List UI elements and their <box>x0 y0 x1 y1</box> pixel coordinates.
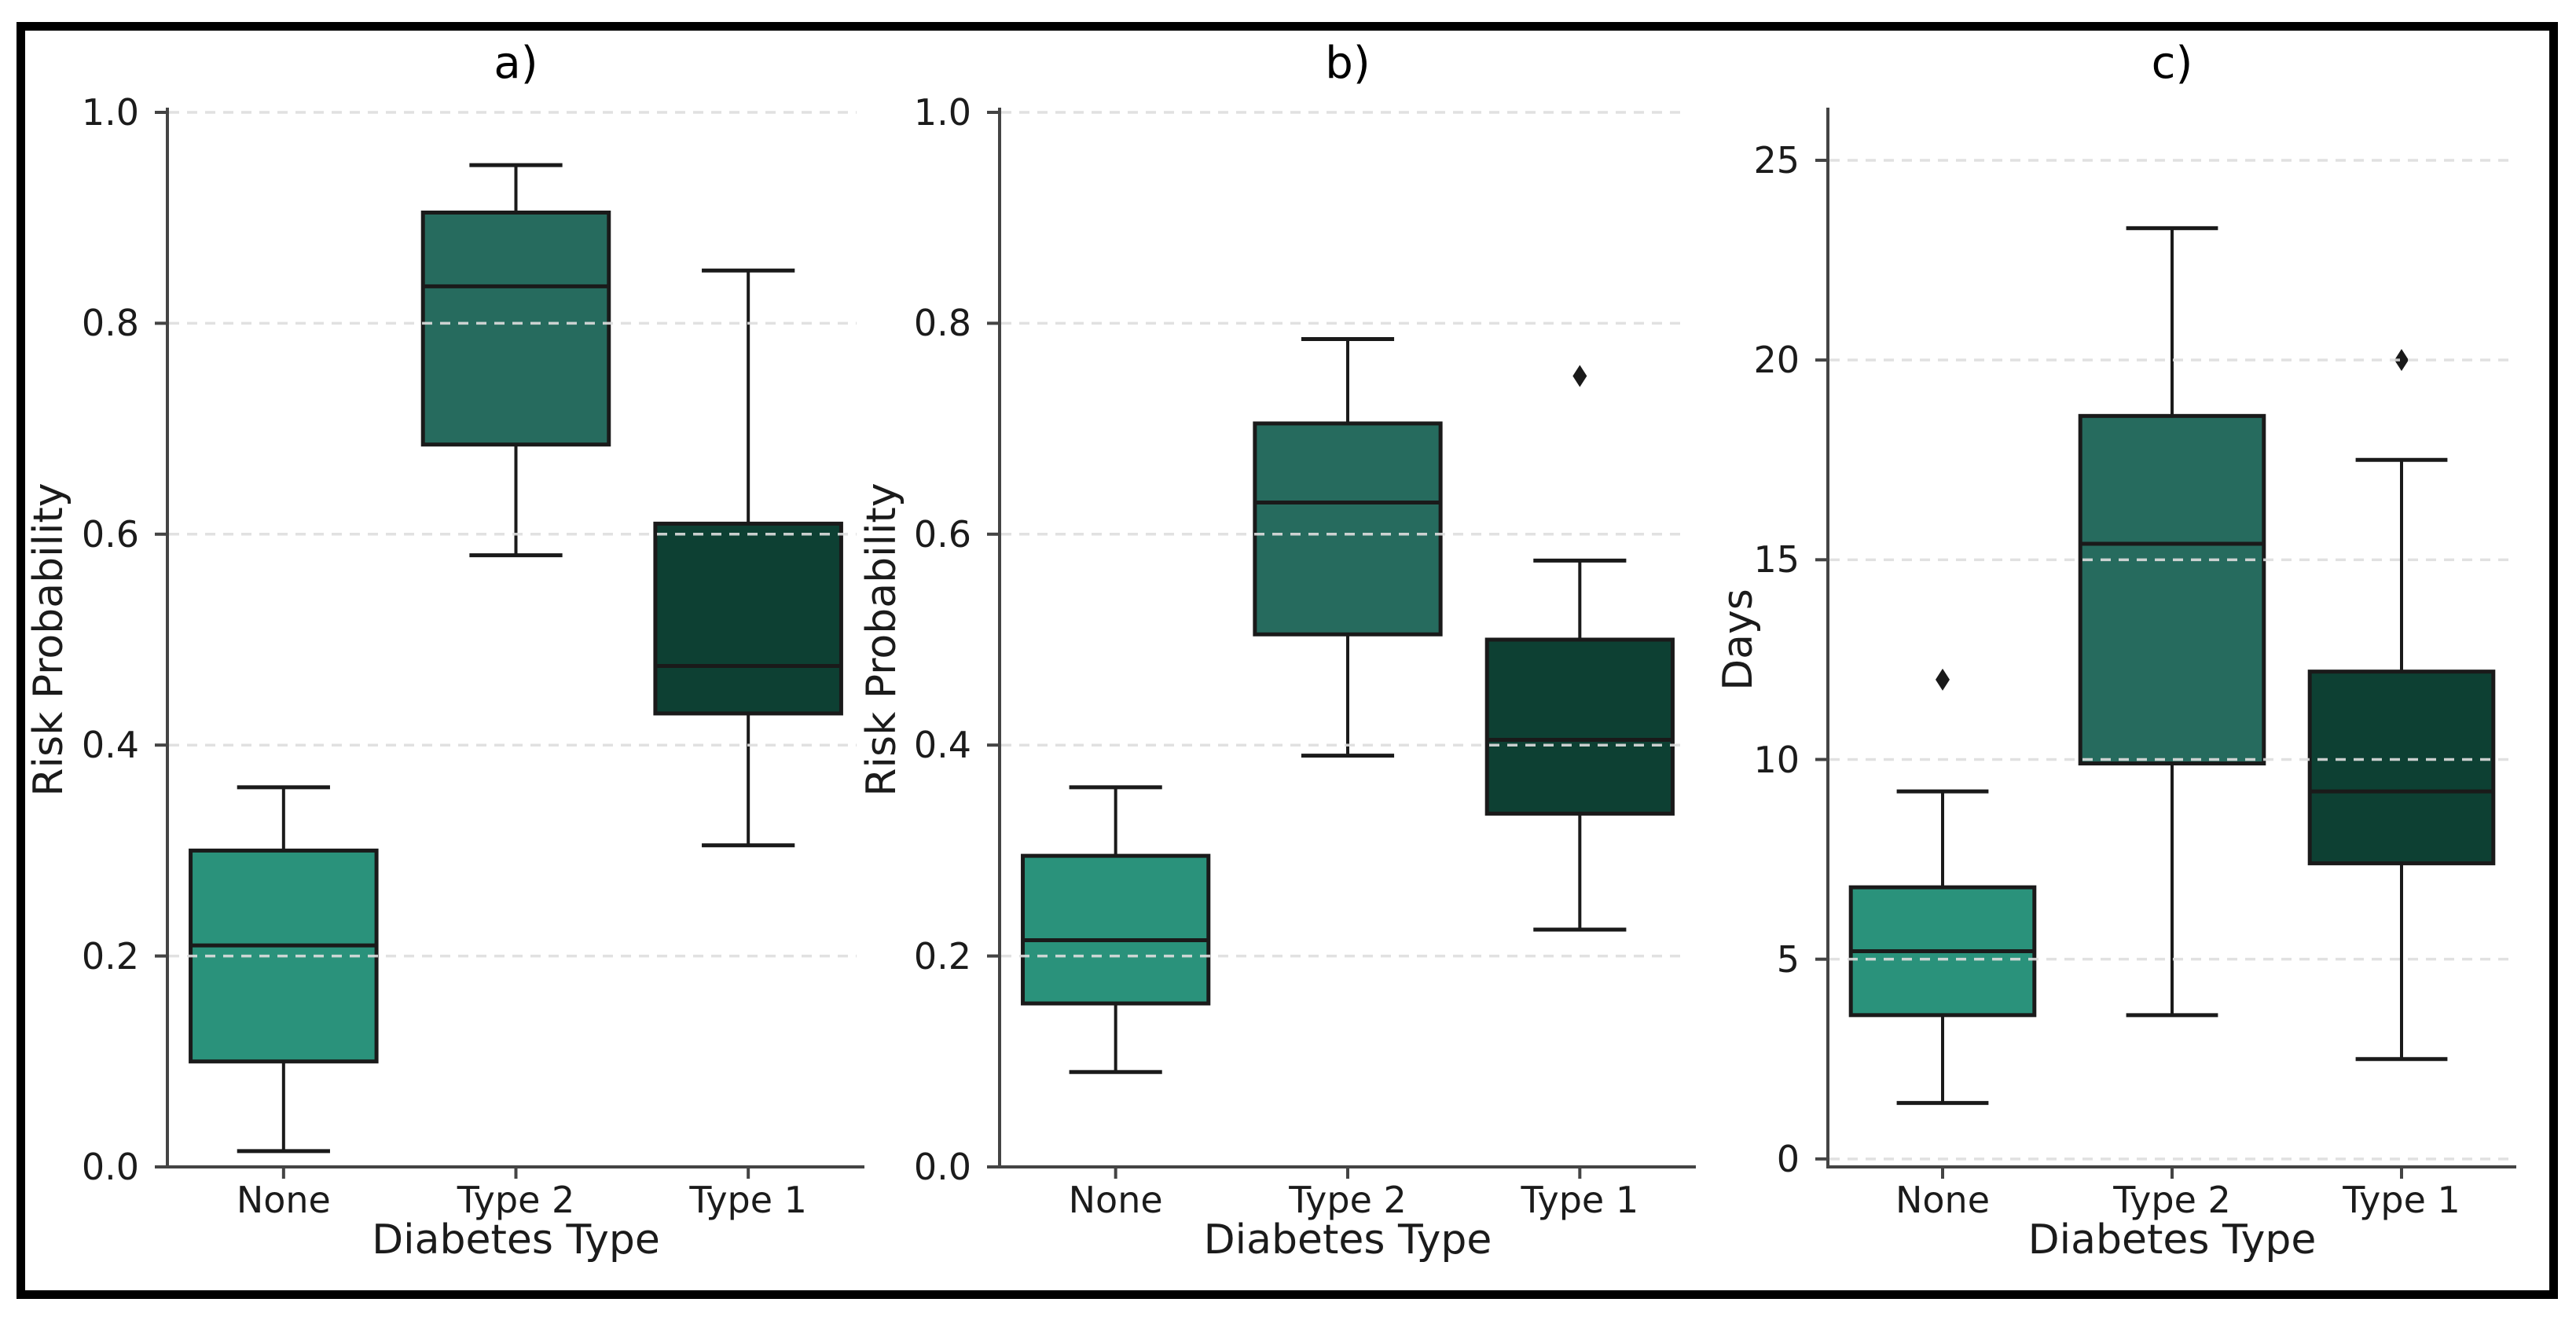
panel-a-x-axis-label: Diabetes Type <box>372 1216 660 1264</box>
panel-a-title: a) <box>494 38 538 89</box>
outlier-marker <box>1572 365 1587 387</box>
iqr-box <box>2078 413 2266 766</box>
boxes-layer <box>1848 226 2496 1106</box>
y-tick-label: 0.8 <box>81 302 139 345</box>
y-tick-label: 10 <box>1753 738 1800 781</box>
boxes-layer <box>1021 337 1675 1074</box>
x-tick-label-type-1: Type 1 <box>689 1179 807 1221</box>
y-tick-label: 0.2 <box>913 934 971 978</box>
x-tick-label-type-2: Type 2 <box>1289 1179 1407 1221</box>
boxes-layer <box>189 163 843 1154</box>
y-tick-label: 0.6 <box>81 512 139 556</box>
y-tick-label: 0.0 <box>81 1146 139 1188</box>
y-tick-label: 0.6 <box>913 512 971 556</box>
outlier-marker <box>1936 668 1950 691</box>
x-tick-label-none: None <box>236 1179 331 1221</box>
y-tick-label: 1.0 <box>81 91 139 134</box>
box-type-2 <box>420 163 611 558</box>
y-tick-label: 0.4 <box>913 724 971 767</box>
y-tick-label: 0.8 <box>913 302 971 345</box>
y-tick-label: 25 <box>1753 139 1800 182</box>
panel-a <box>155 108 864 1179</box>
panel-c <box>1815 108 2516 1179</box>
panel-b-x-axis-label: Diabetes Type <box>1203 1216 1492 1264</box>
y-tick-label: 0.2 <box>81 934 139 978</box>
iqr-box <box>1484 637 1675 816</box>
gridlines-layer <box>1829 159 2508 1161</box>
box-none <box>1848 668 2037 1106</box>
y-tick-label: 20 <box>1753 339 1800 382</box>
y-tick-label: 0.0 <box>913 1146 971 1188</box>
panel-c-x-axis-label: Diabetes Type <box>2027 1216 2317 1264</box>
box-type-1 <box>1484 365 1675 932</box>
panel-b <box>987 108 1696 1179</box>
x-tick-label-type-1: Type 1 <box>1521 1179 1639 1221</box>
panel-c-title: c) <box>2151 38 2193 89</box>
y-tick-label: 0 <box>1776 1137 1800 1180</box>
x-tick-label-type-2: Type 2 <box>2113 1179 2231 1221</box>
iqr-box <box>1021 853 1211 1006</box>
iqr-box <box>420 210 611 447</box>
iqr-box <box>2307 670 2496 866</box>
y-tick-label: 5 <box>1776 937 1800 981</box>
outlier-marker <box>2394 349 2409 372</box>
iqr-box <box>1253 421 1443 636</box>
panel-b-title: b) <box>1325 38 1371 89</box>
x-tick-label-type-1: Type 1 <box>2343 1179 2460 1221</box>
x-tick-label-none: None <box>1895 1179 1991 1221</box>
box-type-1 <box>2307 349 2496 1062</box>
box-type-2 <box>1253 337 1443 758</box>
x-tick-label-none: None <box>1068 1179 1163 1221</box>
box-none <box>189 785 379 1154</box>
box-type-1 <box>653 268 843 848</box>
box-none <box>1021 785 1211 1074</box>
iqr-box <box>653 521 843 716</box>
box-type-2 <box>2078 226 2266 1018</box>
y-tick-label: 1.0 <box>913 91 971 134</box>
y-tick-label: 0.4 <box>81 724 139 767</box>
panel-c-y-axis-label: Days <box>1715 589 1762 691</box>
y-tick-label: 15 <box>1753 538 1800 581</box>
x-tick-label-type-2: Type 2 <box>457 1179 575 1221</box>
